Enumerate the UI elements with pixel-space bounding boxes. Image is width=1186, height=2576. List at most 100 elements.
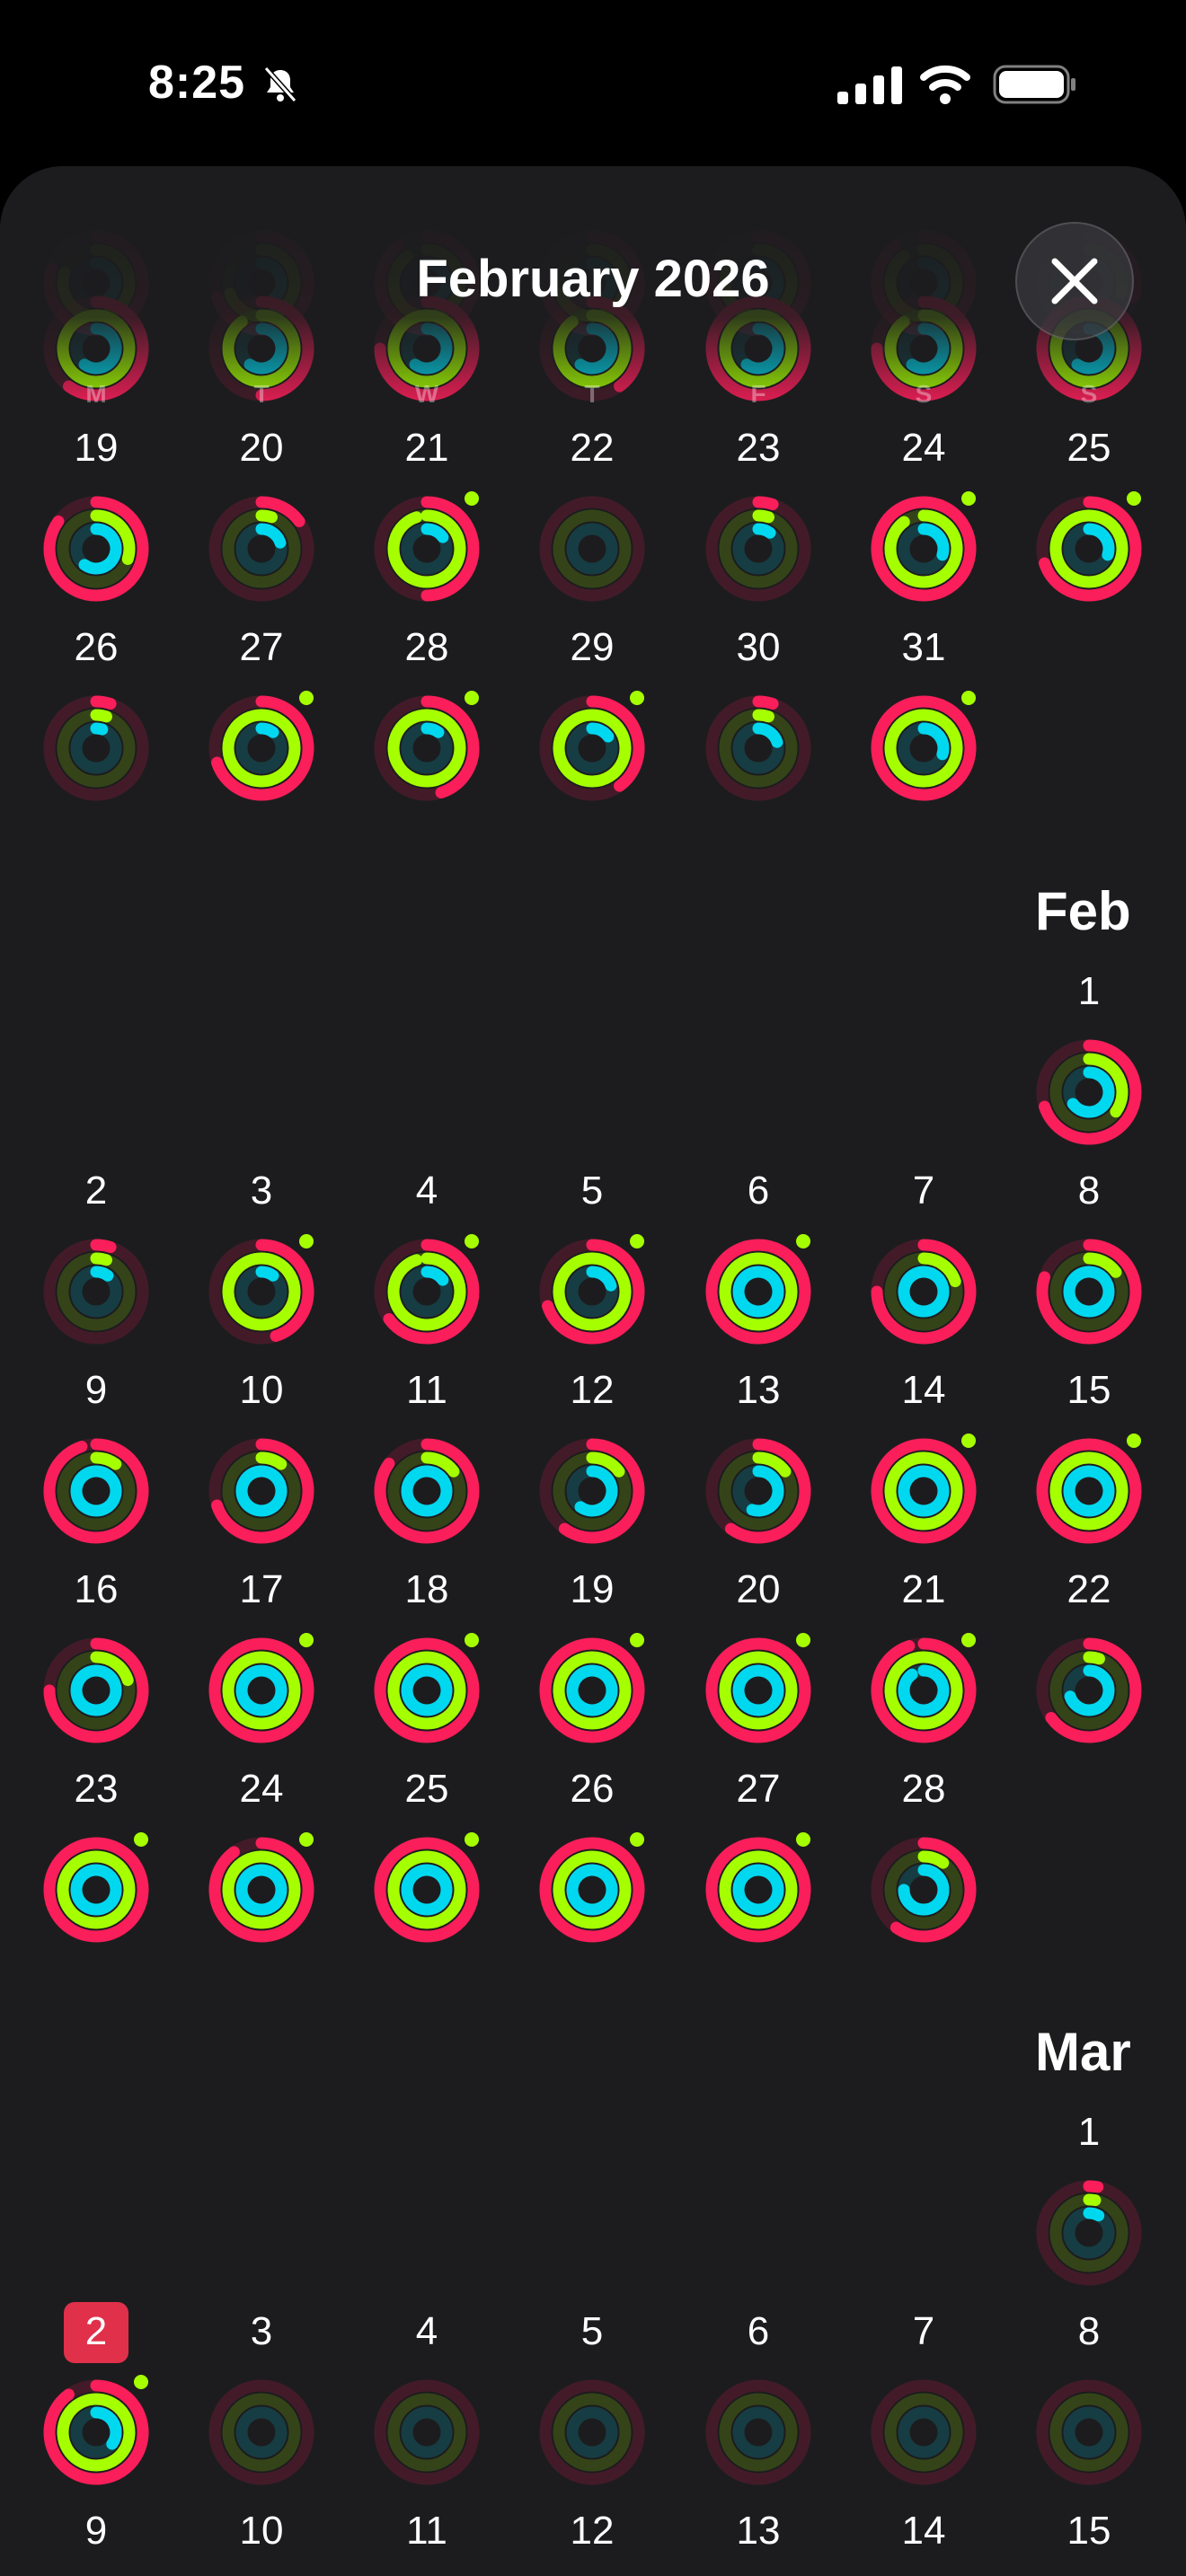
day-rings[interactable]	[536, 1435, 648, 1547]
day-rings[interactable]	[206, 1435, 317, 1547]
day-rings[interactable]	[868, 1834, 979, 1945]
move-ring-track	[1036, 2379, 1142, 2485]
goal-dot	[465, 691, 479, 705]
stand-ring	[420, 1266, 449, 1286]
day-rings[interactable]	[536, 1633, 648, 1746]
day-rings[interactable]	[40, 2375, 152, 2488]
day-rings[interactable]	[371, 691, 482, 804]
day-number: 17	[239, 1567, 284, 1611]
day-rings[interactable]	[868, 691, 979, 804]
day-rings[interactable]	[536, 1234, 648, 1347]
day-rings[interactable]	[206, 1633, 317, 1746]
stand-ring	[255, 523, 287, 549]
day-rings[interactable]	[703, 1832, 814, 1945]
activity-rings	[43, 1637, 149, 1743]
weekday-label: S	[915, 380, 933, 408]
activity-rings	[208, 496, 314, 602]
day-number: 14	[901, 1368, 946, 1412]
stand-ring	[235, 1465, 288, 1517]
stand-ring	[70, 1465, 122, 1517]
day-rings[interactable]	[206, 1234, 317, 1347]
goal-dot	[961, 1434, 976, 1448]
activity-rings	[871, 1837, 977, 1943]
day-rings[interactable]	[371, 1435, 482, 1547]
day-rings[interactable]	[703, 2377, 814, 2488]
exercise-ring	[90, 1451, 122, 1470]
move-ring	[871, 1239, 977, 1345]
day-rings[interactable]	[703, 1435, 814, 1547]
day-number: 3	[250, 1169, 273, 1213]
activity-rings	[539, 1234, 645, 1345]
day-number: 7	[912, 2309, 935, 2353]
day-rings[interactable]	[1033, 491, 1145, 604]
day-rings[interactable]	[371, 1832, 482, 1945]
day-rings[interactable]	[868, 2377, 979, 2488]
activity-rings	[871, 491, 977, 602]
move-ring	[255, 1239, 314, 1342]
activity-calendar-sheet[interactable]: 19 20 21 22 23 24 25 26 27 28 29 30 31 Feb 1 2 3 4 5 6 7 8 9 10…	[0, 166, 1186, 2576]
exercise-ring	[57, 2393, 136, 2472]
day-rings[interactable]	[371, 1633, 482, 1746]
day-rings[interactable]	[1033, 1635, 1145, 1746]
goal-dot	[961, 691, 976, 705]
day-rings[interactable]	[536, 2377, 648, 2488]
day-rings[interactable]	[1033, 1236, 1145, 1347]
activity-rings	[208, 1832, 314, 1943]
day-rings[interactable]	[536, 493, 648, 604]
day-rings[interactable]	[703, 1234, 814, 1347]
day-rings[interactable]	[703, 493, 814, 604]
move-ring	[871, 1637, 977, 1743]
day-rings[interactable]	[40, 1832, 152, 1945]
stand-ring	[732, 1664, 784, 1716]
day-rings[interactable]	[868, 1633, 979, 1746]
move-ring	[586, 695, 645, 792]
move-ring	[724, 1438, 811, 1544]
day-number: 21	[404, 426, 449, 470]
activity-rings	[374, 1234, 480, 1345]
close-button[interactable]	[1015, 222, 1134, 340]
day-rings[interactable]	[1033, 1037, 1145, 1148]
exercise-ring	[222, 1651, 301, 1730]
exercise-ring	[90, 509, 136, 565]
day-rings[interactable]	[206, 2377, 317, 2488]
day-rings[interactable]	[40, 693, 152, 804]
exercise-ring	[1083, 1053, 1128, 1118]
goal-dot	[630, 1633, 644, 1647]
day-number: 13	[736, 2509, 781, 2553]
stand-ring	[420, 722, 445, 738]
day-rings[interactable]	[1033, 2377, 1145, 2488]
day-rings[interactable]	[703, 1633, 814, 1746]
day-rings[interactable]	[1033, 1434, 1145, 1547]
day-rings[interactable]	[371, 491, 482, 604]
activity-rings	[43, 1438, 149, 1544]
day-number: 28	[404, 625, 449, 669]
move-ring	[752, 496, 779, 511]
stand-ring	[70, 1864, 122, 1916]
day-rings[interactable]	[40, 1635, 152, 1746]
day-rings[interactable]	[1033, 2177, 1145, 2289]
move-ring	[420, 496, 480, 602]
day-rings[interactable]	[371, 1234, 482, 1347]
day-rings[interactable]	[703, 693, 814, 804]
day-rings[interactable]	[868, 1434, 979, 1547]
day-rings[interactable]	[206, 1832, 317, 1945]
day-rings[interactable]	[206, 691, 317, 804]
move-ring	[705, 1837, 811, 1943]
day-rings[interactable]	[536, 691, 648, 804]
day-rings[interactable]	[206, 493, 317, 604]
day-rings[interactable]	[40, 493, 152, 604]
day-rings[interactable]	[40, 1236, 152, 1347]
day-rings[interactable]	[868, 491, 979, 604]
day-rings[interactable]	[868, 1236, 979, 1347]
move-ring	[542, 1239, 645, 1345]
day-rings[interactable]	[40, 1435, 152, 1547]
day-number: 1	[1077, 969, 1101, 1013]
move-ring	[1036, 1239, 1142, 1345]
day-number: 1	[1077, 2110, 1101, 2154]
move-ring	[1039, 1039, 1142, 1145]
day-rings[interactable]	[536, 1832, 648, 1945]
day-number: 8	[1077, 1169, 1101, 1213]
wifi-icon	[920, 65, 970, 104]
day-rings[interactable]	[371, 2377, 482, 2488]
activity-rings	[1036, 1637, 1142, 1743]
